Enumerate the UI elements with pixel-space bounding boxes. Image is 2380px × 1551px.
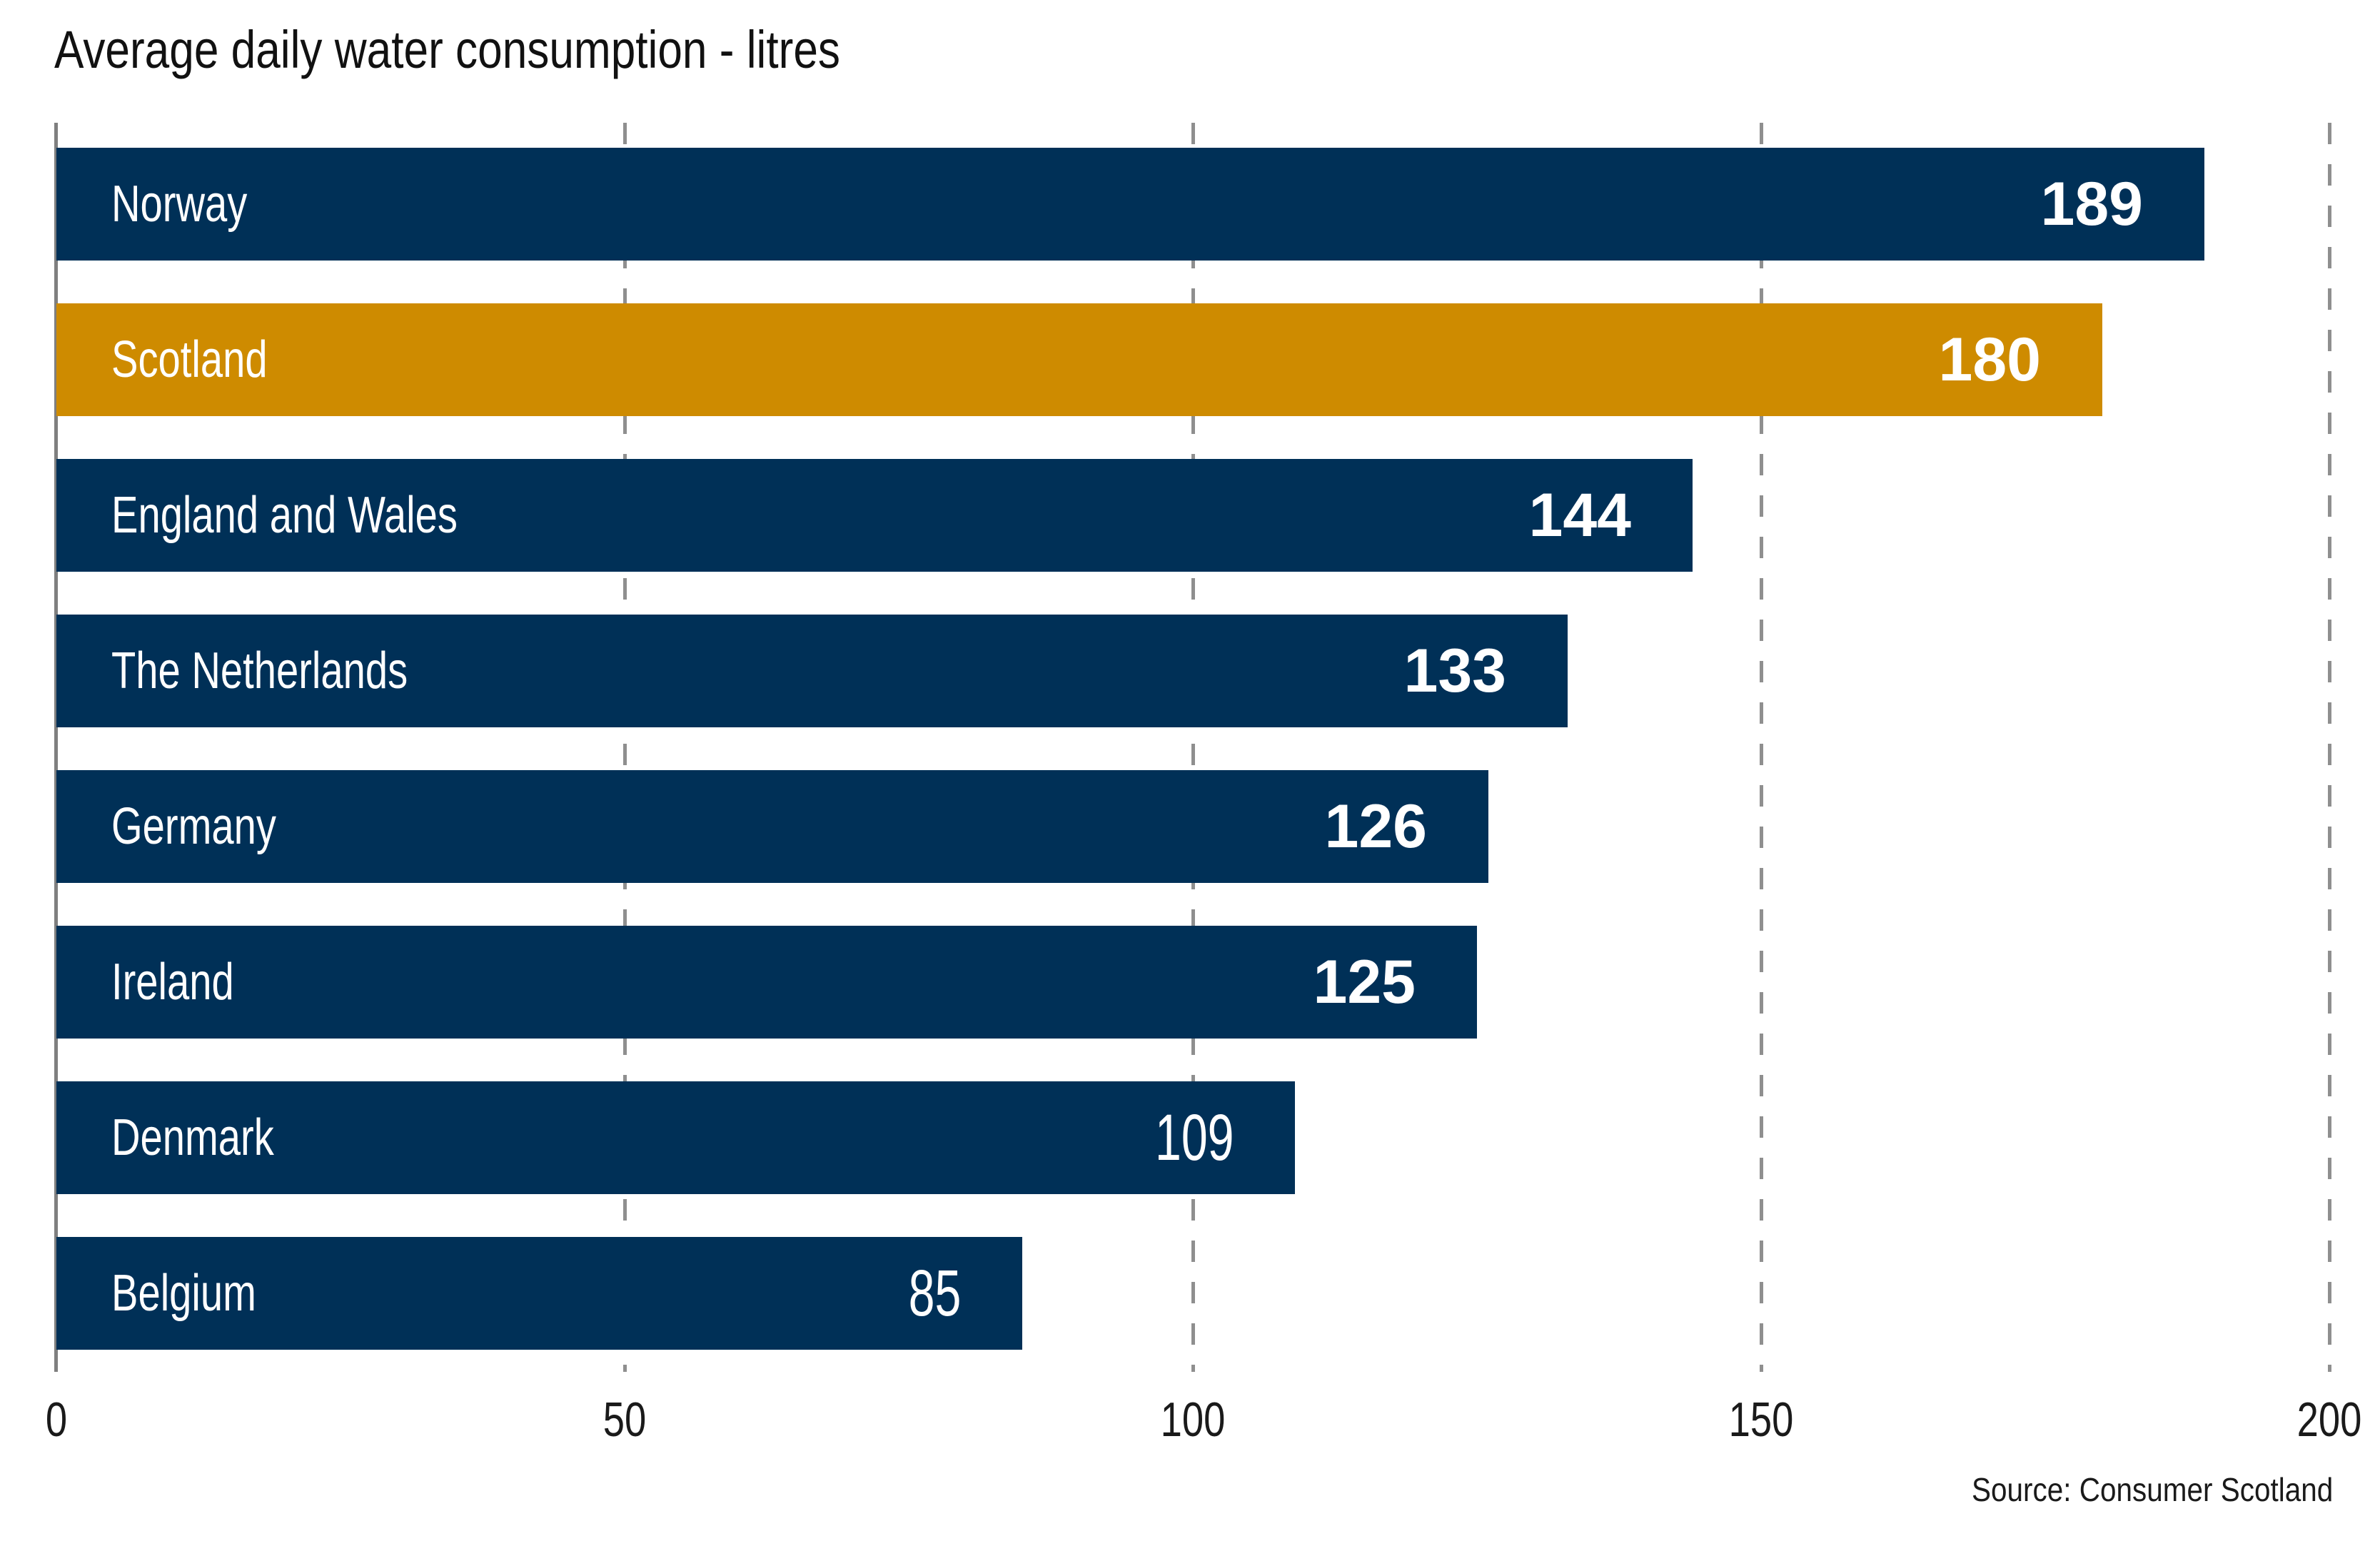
bar-category-label: Ireland (111, 954, 234, 1011)
bar-ireland: Ireland 125 (56, 926, 1477, 1039)
bar-norway: Norway 189 (56, 148, 2204, 261)
bar-value-label: 85 (908, 1257, 961, 1330)
x-tick-label-100: 100 (1160, 1393, 1226, 1447)
bar-value-label: 109 (1154, 1101, 1234, 1174)
bar-scotland: Scotland 180 (56, 303, 2102, 416)
bar-category-label: Scotland (111, 331, 268, 388)
bar-england-and-wales: England and Wales 144 (56, 459, 1693, 572)
bar-category-label: Belgium (111, 1265, 256, 1322)
bar-denmark: Denmark 109 (56, 1081, 1295, 1194)
bar-value-label: 126 (1324, 792, 1428, 861)
gridline-x-50 (623, 123, 627, 1372)
bar-belgium: Belgium 85 (56, 1237, 1022, 1350)
y-axis-line (54, 123, 58, 1372)
bar-the-netherlands: The Netherlands 133 (56, 615, 1568, 727)
bar-category-label: The Netherlands (111, 642, 408, 699)
x-tick-label-50: 50 (602, 1393, 647, 1447)
source-note: Source: Consumer Scotland (1971, 1471, 2333, 1508)
bar-value-label: 189 (2040, 170, 2144, 238)
x-tick-label-200: 200 (2296, 1393, 2362, 1447)
bar-value-label: 125 (1313, 948, 1416, 1016)
bar-category-label: Germany (111, 798, 276, 855)
gridline-x-100 (1191, 123, 1195, 1372)
bar-germany: Germany 126 (56, 770, 1488, 883)
bar-category-label: Norway (111, 176, 248, 233)
bar-category-label: Denmark (111, 1109, 274, 1166)
bar-value-label: 144 (1528, 481, 1632, 550)
bar-value-label: 133 (1403, 637, 1507, 705)
chart-title: Average daily water consumption - litres (54, 20, 840, 79)
x-tick-label-0: 0 (45, 1393, 68, 1447)
gridline-x-150 (1760, 123, 1763, 1372)
gridline-x-200 (2328, 123, 2331, 1372)
bar-value-label: 180 (1938, 325, 2042, 394)
bar-category-label: England and Wales (111, 487, 458, 544)
x-tick-label-150: 150 (1728, 1393, 1794, 1447)
